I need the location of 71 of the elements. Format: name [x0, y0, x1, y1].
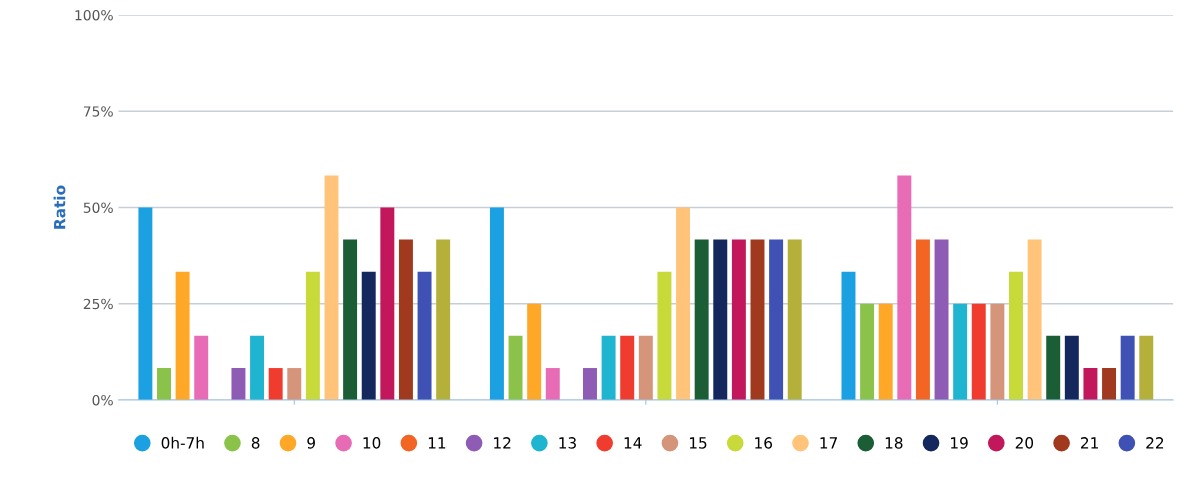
- y-tick-label: 25%: [83, 298, 113, 310]
- bar: [601, 335, 616, 400]
- bar: [769, 239, 784, 400]
- y-tick-label: 75%: [83, 106, 113, 117]
- bar: [750, 239, 765, 400]
- bar: [1009, 271, 1023, 400]
- bar: [417, 271, 432, 400]
- bar: [545, 368, 560, 400]
- bar: [398, 239, 413, 400]
- legend-label: 10: [363, 437, 381, 449]
- bar: [990, 303, 1005, 400]
- legend-label: 16: [755, 437, 773, 449]
- y-tick-label: 50%: [83, 202, 113, 213]
- bar: [860, 303, 875, 400]
- legend-label: 14: [624, 437, 642, 449]
- bar: [1120, 335, 1135, 400]
- legend-label: 19: [951, 437, 968, 449]
- bar: [508, 335, 523, 400]
- bar: [1046, 335, 1061, 400]
- y-axis-title: Ratio: [53, 185, 66, 229]
- bar: [731, 239, 746, 400]
- bar: [657, 271, 672, 400]
- bar: [953, 303, 968, 400]
- bar: [934, 239, 949, 400]
- bar: [638, 335, 653, 400]
- legend-label: 9: [307, 437, 315, 449]
- bar: [1139, 335, 1154, 400]
- legend-label: 12: [494, 437, 511, 449]
- bar: [138, 207, 153, 400]
- bar: [1064, 335, 1079, 400]
- bar: [527, 303, 542, 400]
- bar: [268, 368, 283, 400]
- bar: [694, 239, 709, 400]
- legend-label: 22: [1146, 437, 1164, 449]
- legend-label: 17: [820, 437, 837, 449]
- bar: [361, 271, 376, 400]
- y-tick-label: 100%: [75, 9, 113, 21]
- bar: [878, 303, 893, 400]
- bar: [1102, 368, 1117, 400]
- y-tick-label: 0%: [92, 394, 113, 406]
- bar: [489, 207, 504, 400]
- legend-label: 20: [1015, 437, 1034, 449]
- bar: [787, 239, 802, 400]
- bar: [157, 368, 171, 400]
- bar: [897, 175, 912, 400]
- bar: [676, 207, 691, 400]
- bar: [231, 368, 246, 400]
- bar: [305, 271, 320, 400]
- bar: [841, 271, 856, 400]
- legend-label: 18: [885, 437, 903, 449]
- bar: [343, 239, 358, 400]
- bar: [915, 239, 930, 400]
- legend-label: 15: [689, 437, 707, 449]
- bar: [1027, 239, 1042, 400]
- legend-label: 21: [1081, 437, 1098, 449]
- bar: [194, 335, 209, 400]
- bar: [583, 368, 597, 400]
- bar: [971, 303, 986, 400]
- bar: [287, 368, 302, 400]
- bar: [380, 207, 395, 400]
- bar: [713, 239, 728, 400]
- bar: [324, 175, 339, 400]
- legend-label: 8: [251, 437, 260, 449]
- legend-label: 13: [559, 437, 576, 449]
- bar: [250, 335, 265, 400]
- bar: [1083, 368, 1098, 400]
- bar: [620, 335, 635, 400]
- bar: [175, 271, 190, 400]
- legend-label: 0h-7h: [161, 436, 204, 449]
- bar: [436, 239, 451, 400]
- legend-label: 11: [428, 437, 446, 449]
